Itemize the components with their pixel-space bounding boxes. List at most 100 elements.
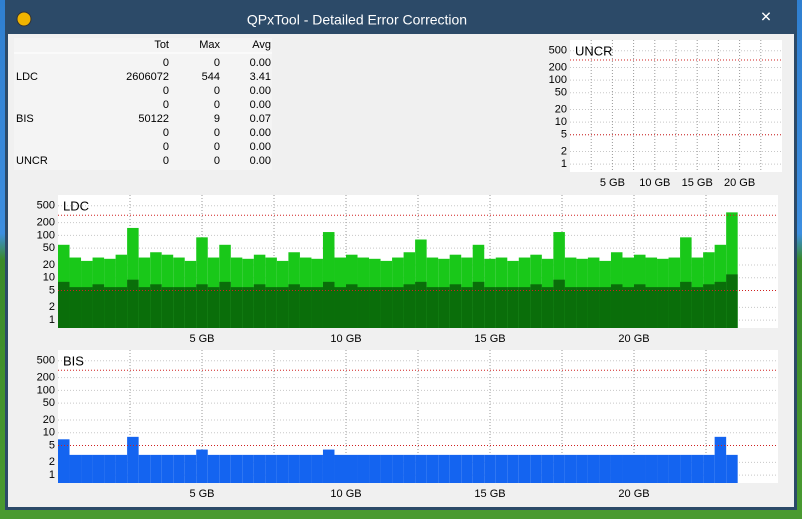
bar: [461, 454, 473, 483]
bar: [726, 274, 738, 328]
y-tick-label: 50: [555, 87, 567, 99]
x-tick-label: 5 GB: [189, 333, 214, 345]
bar: [288, 454, 300, 483]
bar: [161, 454, 174, 483]
chart-title: BIS: [63, 353, 84, 368]
cell: 0.00: [250, 57, 271, 69]
cell: 3.41: [250, 71, 271, 83]
bar: [645, 454, 658, 483]
chart-title: LDC: [63, 198, 89, 213]
chart-title: UNCR: [575, 43, 613, 58]
bar: [104, 287, 116, 328]
bar: [426, 454, 439, 483]
bar: [173, 287, 185, 328]
x-tick-label: 20 GB: [618, 333, 649, 345]
x-tick-label: 10 GB: [330, 488, 361, 500]
y-tick-label: 100: [549, 74, 567, 86]
cell: 0: [163, 141, 169, 153]
stats-table: [14, 38, 272, 170]
y-tick-label: 5: [49, 284, 55, 296]
column-header: Tot: [154, 39, 169, 51]
bar: [634, 284, 646, 328]
bar: [680, 281, 692, 328]
bar: [150, 284, 162, 328]
bar: [138, 454, 151, 483]
bar: [173, 454, 185, 483]
bar: [657, 454, 669, 483]
bar: [426, 287, 439, 328]
column-header: Avg: [252, 39, 271, 51]
close-icon[interactable]: ✕: [760, 9, 772, 25]
bar: [415, 454, 427, 483]
bar: [714, 436, 727, 483]
bar: [127, 227, 139, 328]
bar: [138, 287, 151, 328]
bar: [230, 454, 243, 483]
bar: [461, 287, 473, 328]
bar: [691, 454, 704, 483]
y-tick-label: 50: [43, 397, 55, 409]
y-tick-label: 100: [37, 229, 55, 241]
y-tick-label: 20: [43, 259, 55, 271]
bar: [576, 287, 588, 328]
bar: [484, 287, 496, 328]
y-tick-label: 1: [49, 314, 55, 326]
bar: [668, 454, 681, 483]
bar: [184, 454, 197, 483]
bar: [599, 454, 611, 483]
cell: 0: [214, 127, 220, 139]
bar: [346, 284, 358, 328]
bar: [553, 279, 565, 328]
y-tick-label: 200: [549, 61, 567, 73]
bar: [92, 454, 105, 483]
bar: [703, 454, 715, 483]
bar: [81, 454, 93, 483]
bar: [184, 287, 197, 328]
bar: [369, 287, 381, 328]
y-tick-label: 200: [37, 372, 55, 384]
bar: [207, 454, 220, 483]
bar: [530, 284, 542, 328]
bar: [288, 284, 300, 328]
cell: 0: [163, 155, 169, 167]
cell: 0.00: [250, 99, 271, 111]
bar: [92, 284, 105, 328]
bar: [507, 454, 519, 483]
cell: 0: [214, 99, 220, 111]
bar: [58, 281, 70, 328]
bar: [196, 237, 208, 328]
bar: [576, 454, 588, 483]
table-body: Tot Max Avg 0 0 0.00 LDC 2606072 544 3.41 0 0 0.00 0 0…: [16, 39, 271, 167]
bar: [484, 454, 496, 483]
bar: [380, 454, 393, 483]
bar: [518, 287, 531, 328]
cell: 0.07: [250, 113, 271, 125]
y-tick-label: 5: [561, 129, 567, 141]
bar: [265, 454, 277, 483]
bar: [311, 287, 323, 328]
bar: [253, 284, 266, 328]
cell: 0: [214, 141, 220, 153]
bar: [472, 281, 485, 328]
bar: [438, 287, 450, 328]
y-tick-label: 100: [37, 384, 55, 396]
bar: [714, 281, 727, 328]
close-button[interactable]: [743, 6, 789, 30]
bar: [622, 454, 634, 483]
bar: [81, 287, 93, 328]
bar: [449, 284, 462, 328]
bar: [311, 454, 323, 483]
bar: [322, 449, 335, 483]
y-tick-label: 20: [43, 414, 55, 426]
x-tick-label: 10 GB: [330, 333, 361, 345]
bar: [115, 454, 128, 483]
bar: [645, 287, 658, 328]
y-tick-label: 500: [37, 200, 55, 212]
bar: [346, 454, 358, 483]
bar: [541, 287, 554, 328]
cell: 0: [163, 85, 169, 97]
bar: [299, 454, 312, 483]
bar: [276, 454, 289, 483]
bar: [334, 287, 346, 328]
